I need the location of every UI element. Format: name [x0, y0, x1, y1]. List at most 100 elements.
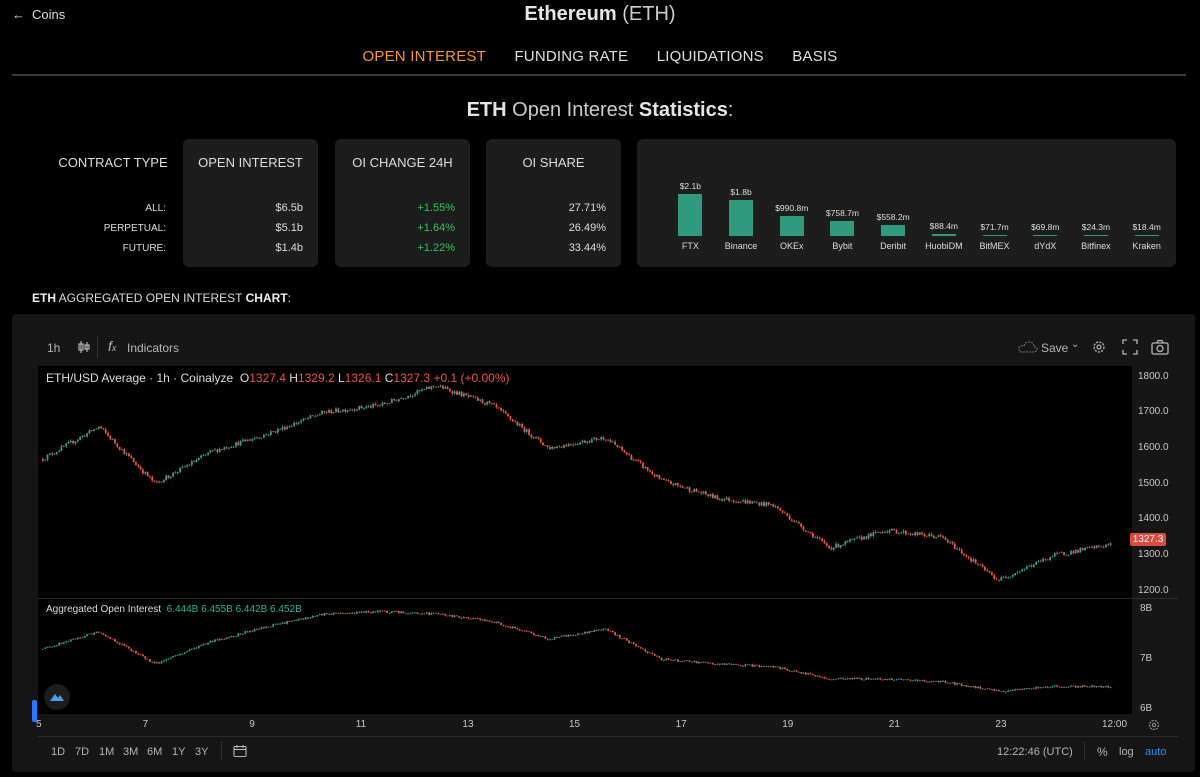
tab-funding-rate[interactable]: FUNDING RATE — [514, 48, 629, 65]
oi-candle — [1107, 685, 1110, 688]
indicators-button[interactable]: Indicators — [127, 341, 180, 355]
price-candle — [500, 408, 503, 411]
oi-candle — [65, 641, 68, 643]
range-3y[interactable]: 3Y — [195, 746, 209, 758]
price-candle — [95, 428, 98, 430]
range-7d[interactable]: 7D — [75, 746, 90, 758]
price-candle — [784, 512, 786, 514]
oi-candle — [267, 626, 270, 628]
price-candle — [700, 492, 703, 494]
oi-candle — [209, 641, 212, 643]
oi-candle — [902, 679, 905, 681]
range-1d[interactable]: 1D — [51, 746, 66, 758]
price-candle — [870, 533, 872, 537]
indicators-icon[interactable]: fx — [108, 338, 117, 354]
range-3m[interactable]: 3M — [123, 746, 139, 758]
cloud-icon[interactable] — [1018, 341, 1038, 356]
back-to-coins-link[interactable]: ← Coins — [12, 7, 65, 22]
oi-candle — [481, 619, 484, 621]
oi-share-all: 27.71% — [568, 202, 606, 214]
oi-candle — [874, 678, 877, 680]
oi-candle — [1009, 689, 1012, 691]
oi-candle — [867, 678, 870, 680]
oi-candle — [539, 636, 542, 638]
chart-title-suffix: : — [287, 291, 291, 305]
price-candle — [202, 455, 205, 457]
oi-candle — [667, 658, 670, 660]
oi-candle — [304, 617, 307, 620]
oi-candle — [544, 636, 547, 639]
price-candle — [474, 396, 477, 398]
price-candle — [153, 480, 156, 482]
price-candle — [774, 506, 777, 508]
price-candle — [439, 385, 442, 387]
price-candle — [960, 549, 963, 554]
price-candle — [832, 547, 835, 550]
oi-candle — [181, 653, 184, 655]
oi-candle — [907, 679, 910, 681]
gear-icon[interactable] — [1091, 339, 1107, 358]
price-candle — [904, 530, 907, 535]
oi-candle — [286, 621, 289, 624]
tab-liquidations[interactable]: LIQUIDATIONS — [656, 48, 764, 65]
price-candle — [579, 442, 582, 445]
auto-scale-toggle[interactable]: auto — [1145, 746, 1167, 758]
price-candle — [267, 434, 270, 436]
price-candle — [651, 471, 654, 475]
percent-scale-toggle[interactable]: % — [1097, 745, 1108, 759]
price-candle — [637, 459, 640, 462]
price-candle — [404, 398, 407, 400]
oi-candle — [525, 630, 528, 632]
oi-candle — [251, 630, 254, 632]
price-candle — [149, 476, 151, 477]
range-1m[interactable]: 1M — [99, 746, 115, 758]
price-candle — [930, 533, 933, 536]
date-range-icon[interactable] — [233, 744, 247, 761]
utc-clock[interactable]: 12:22:46 (UTC) — [997, 746, 1073, 758]
price-plot-area[interactable] — [38, 366, 1132, 714]
pane-separator[interactable] — [38, 598, 1178, 599]
axis-settings-icon[interactable] — [1147, 718, 1161, 735]
oi-candle — [609, 630, 612, 632]
price-candle — [72, 440, 75, 444]
log-scale-toggle[interactable]: log — [1119, 746, 1134, 758]
price-candle — [849, 539, 851, 542]
oi-axis[interactable]: 8B 7B 6B — [1132, 599, 1178, 714]
save-button[interactable]: Save — [1041, 341, 1069, 355]
price-axis[interactable]: 1800.0 1700.0 1600.0 1500.0 1400.0 1300.0 1200… — [1132, 366, 1178, 598]
oi-candle — [846, 678, 849, 680]
oi-candle — [416, 612, 419, 614]
tab-open-interest[interactable]: OPEN INTEREST — [362, 48, 486, 65]
exchange-bar-huobidm — [931, 234, 956, 236]
range-6m[interactable]: 6M — [147, 746, 163, 758]
exchange-value-label: $2.1b — [679, 181, 701, 191]
chart-logo-icon[interactable] — [44, 684, 70, 710]
oi-candle — [593, 630, 596, 632]
fullscreen-icon[interactable] — [1122, 339, 1138, 358]
time-axis[interactable]: 5 7 9 11 13 15 17 19 21 23 12:00 — [36, 714, 1132, 734]
oi-candle — [728, 663, 730, 665]
oi-candle — [158, 662, 161, 664]
chevron-down-icon[interactable]: ⌄ — [1071, 339, 1080, 350]
range-1y[interactable]: 1Y — [172, 746, 186, 758]
interval-selector[interactable]: 1h — [47, 341, 61, 355]
oi-candle — [232, 636, 235, 638]
oi-candle — [974, 686, 977, 689]
oi-candle — [367, 610, 370, 613]
oi-candle — [207, 642, 209, 645]
price-candle — [239, 441, 242, 446]
camera-icon[interactable] — [1151, 339, 1169, 358]
candle-type-icon[interactable] — [77, 340, 91, 357]
price-tick-label: 1700.0 — [1138, 406, 1169, 418]
oi-candle — [898, 678, 900, 680]
tab-basis[interactable]: BASIS — [792, 48, 838, 65]
price-candle — [365, 406, 368, 408]
oi-candle — [516, 628, 519, 630]
price-candle — [779, 508, 782, 511]
oi-candle — [107, 636, 109, 638]
exchange-value-label: $69.8m — [1031, 221, 1060, 232]
price-candle — [767, 502, 770, 505]
price-candle — [481, 399, 484, 404]
oi-candle — [1088, 686, 1091, 688]
scroll-handle[interactable] — [32, 700, 37, 722]
